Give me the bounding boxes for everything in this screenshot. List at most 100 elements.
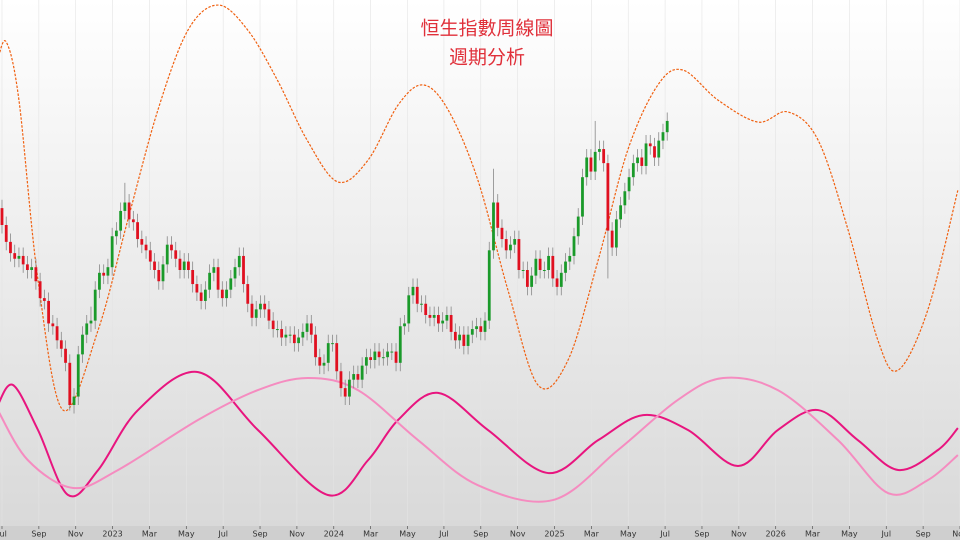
candle-body [276, 329, 279, 331]
candle-body [64, 348, 67, 363]
candle-body [415, 286, 419, 304]
candle-body [453, 331, 457, 341]
candle-body [377, 351, 381, 358]
candle-body [348, 379, 351, 397]
x-tick-label: Mar [805, 530, 821, 539]
x-tick-label: Sep [252, 530, 267, 539]
candle-body [441, 320, 445, 324]
cycle-line [0, 376, 959, 503]
x-tick-label: Mar [584, 530, 600, 539]
candle-body [479, 326, 483, 332]
candle-body [0, 208, 4, 225]
x-tick-label: May [841, 530, 858, 539]
candle-body [428, 315, 432, 318]
candle-body [195, 284, 199, 293]
candle-body [432, 315, 436, 318]
candle-body [322, 362, 326, 366]
candle-body [216, 267, 220, 290]
candle-body [191, 270, 195, 285]
candle-body [165, 244, 169, 265]
x-axis-band [0, 526, 960, 540]
candle-body [267, 309, 271, 321]
x-tick-label: Jul [659, 530, 670, 539]
candle-body [458, 334, 461, 341]
candle-body [343, 388, 347, 397]
candle-body [364, 357, 368, 366]
candle-body [17, 255, 21, 259]
candle-body [640, 157, 644, 166]
x-tick-label: Sep [31, 530, 46, 539]
candle-body [653, 146, 656, 158]
candle-body [153, 261, 156, 270]
x-tick-label: May [399, 530, 416, 539]
x-tick-label: Mar [142, 530, 158, 539]
candle-body [127, 202, 131, 220]
candle-body [602, 149, 606, 164]
candle-body [470, 329, 474, 335]
candle-body [284, 334, 288, 338]
candle-body [547, 255, 550, 270]
candle-body [437, 315, 440, 324]
candle-body [13, 253, 17, 259]
candle-body [636, 157, 639, 164]
candle-body [119, 210, 123, 231]
candle-body [259, 303, 262, 310]
candle-body [559, 272, 563, 287]
candle-body [521, 270, 525, 271]
candle-body [131, 219, 135, 223]
x-tick-label: Sep [473, 530, 488, 539]
candle-body [420, 303, 423, 305]
candle-body [72, 396, 76, 405]
candle-body [136, 222, 139, 240]
candle-body [424, 303, 428, 315]
x-tick-label: Nov [68, 530, 84, 539]
candle-body [398, 326, 402, 363]
candle-body [551, 255, 555, 279]
candle-body [157, 270, 161, 282]
candle-body [525, 270, 529, 287]
cycle-line [0, 370, 959, 498]
candle-body [254, 309, 258, 318]
candle-body [572, 236, 576, 256]
candle-body [335, 343, 339, 372]
candle-body [21, 255, 25, 265]
candle-body [619, 205, 623, 220]
candle-body [407, 295, 411, 324]
candle-body [309, 323, 313, 335]
candle-body [140, 239, 144, 245]
candle-body [225, 289, 228, 299]
candle-body [411, 286, 415, 296]
candle-body [280, 329, 284, 338]
candle-body [297, 337, 300, 344]
x-axis: Jul Sep Nov 2023 Mar May Jul Sep Nov 2024 Mar May Ju… [0, 526, 960, 539]
candle-body [81, 334, 84, 355]
candle-body [271, 320, 275, 330]
candle-body [161, 264, 165, 282]
candle-body [89, 320, 93, 324]
candle-body [38, 281, 42, 299]
x-tick-label: 2026 [766, 530, 786, 539]
candle-body [55, 326, 59, 341]
candle-body [513, 239, 517, 245]
candle-body [576, 216, 580, 237]
candle-body [462, 334, 466, 346]
candle-body [352, 374, 356, 380]
candle-body [178, 258, 182, 270]
candle-body [237, 255, 241, 268]
candle-body [326, 343, 330, 363]
candle-body [242, 255, 245, 285]
candle-body [593, 151, 597, 172]
candle-body [449, 315, 453, 332]
candle-body [483, 320, 487, 332]
candle-body [288, 334, 292, 336]
x-tick-label: Mar [363, 530, 379, 539]
candle-body [598, 149, 601, 152]
candle-body [220, 289, 224, 299]
candle-body [59, 340, 63, 349]
candle-body [373, 351, 377, 360]
candle-body [170, 244, 173, 251]
candle-body [360, 365, 364, 380]
candle-body [148, 250, 152, 262]
